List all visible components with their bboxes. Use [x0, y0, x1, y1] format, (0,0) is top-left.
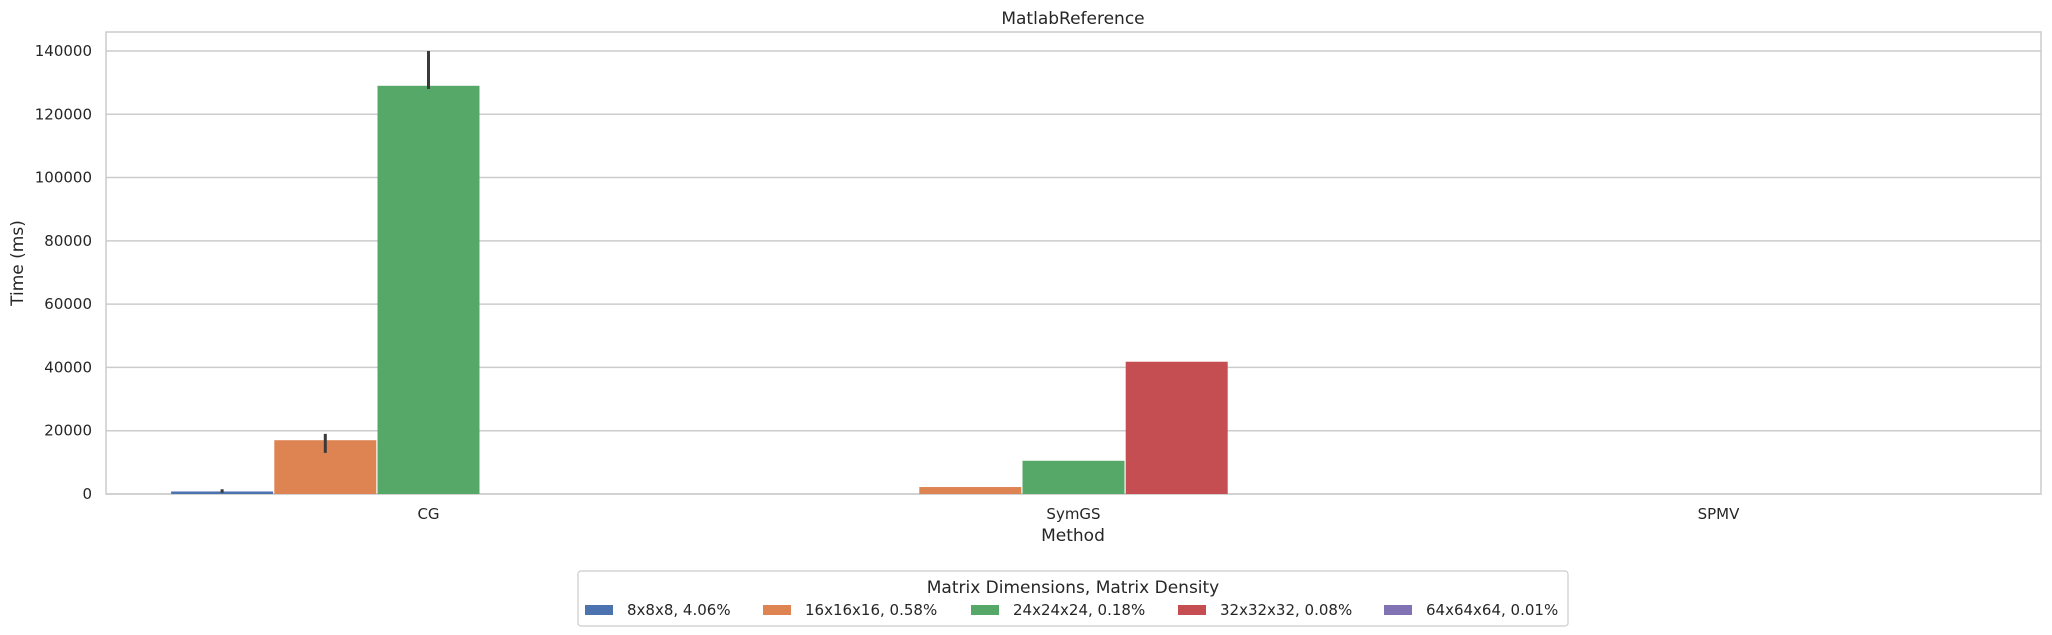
- legend-swatch: [763, 605, 791, 615]
- y-tick-label: 60000: [44, 295, 92, 313]
- y-axis-label: Time (ms): [8, 220, 28, 307]
- y-tick-label: 140000: [35, 42, 92, 60]
- legend-frame: [577, 570, 1569, 627]
- y-tick-label: 80000: [44, 232, 92, 250]
- y-tick-label: 100000: [35, 169, 92, 187]
- error-bars: [220, 50, 430, 493]
- x-tick-label: CG: [417, 505, 439, 523]
- legend-label: 8x8x8, 4.06%: [627, 601, 731, 619]
- legend-label: 32x32x32, 0.08%: [1220, 601, 1352, 619]
- legend-swatch: [971, 605, 999, 615]
- legend: Matrix Dimensions, Matrix Density 8x8x8,…: [577, 570, 1569, 627]
- legend-swatch: [1384, 605, 1412, 615]
- y-tick-label: 120000: [35, 105, 92, 123]
- x-tick-label: SymGS: [1046, 505, 1100, 523]
- y-tick-label: 0: [82, 485, 92, 503]
- y-tick-label: 20000: [44, 422, 92, 440]
- bar: [1022, 460, 1125, 494]
- y-tick-labels: 0 20000 40000 60000 80000 100000 120000 140000: [35, 42, 92, 503]
- y-tick-label: 40000: [44, 358, 92, 376]
- legend-label: 16x16x16, 0.58%: [805, 601, 937, 619]
- legend-label: 24x24x24, 0.18%: [1013, 601, 1145, 619]
- chart-title: MatlabReference: [1001, 9, 1144, 29]
- legend-label: 64x64x64, 0.01%: [1426, 601, 1558, 619]
- x-tick-labels: CG SymGS SPMV: [417, 505, 1740, 523]
- bar: [919, 487, 1022, 494]
- legend-items: 8x8x8, 4.06% 16x16x16, 0.58% 24x24x24, 0.1…: [585, 601, 1558, 619]
- x-tick-label: SPMV: [1698, 505, 1741, 523]
- legend-swatch: [1178, 605, 1206, 615]
- bar: [377, 85, 480, 494]
- legend-swatch: [585, 605, 613, 615]
- legend-title: Matrix Dimensions, Matrix Density: [927, 578, 1220, 598]
- bar: [1125, 361, 1228, 494]
- x-axis-label: Method: [1041, 526, 1105, 546]
